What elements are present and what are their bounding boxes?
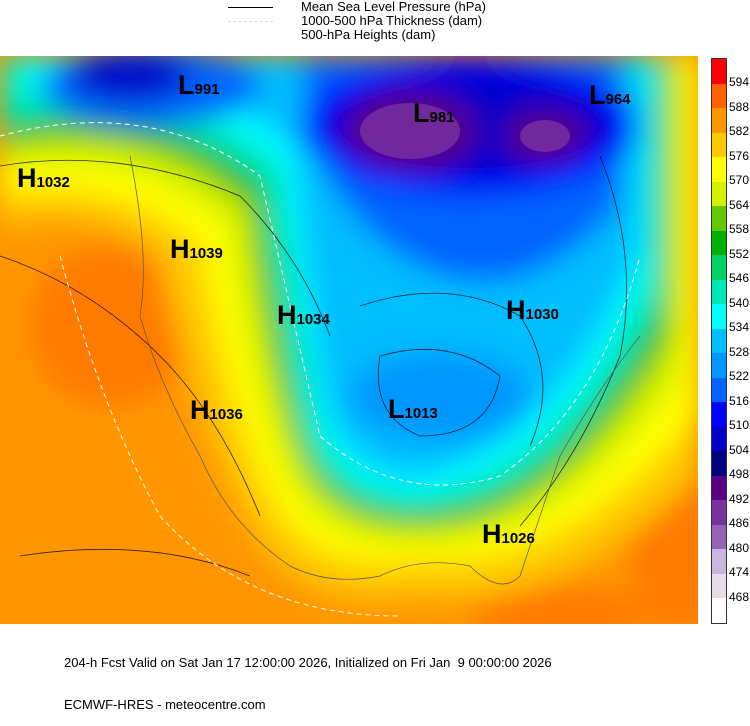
colorbar-swatch <box>712 59 726 84</box>
high-pressure-center: H1039 <box>170 234 223 264</box>
isobars <box>0 155 628 577</box>
colorbar-swatch <box>712 328 726 353</box>
colorbar-swatch <box>712 132 726 157</box>
colorbar-swatch <box>712 451 726 476</box>
legend-item-thickness: 1000-500 hPa Thickness (dam) <box>228 14 486 28</box>
colorbar-level-label: 540 <box>729 295 750 310</box>
colorbar-swatch <box>712 279 726 304</box>
colorbar <box>711 58 727 624</box>
colorbar-swatch <box>712 108 726 133</box>
colorbar-level-label: 474 <box>729 565 750 579</box>
colorbar-level-label: 480 <box>729 540 750 555</box>
colorbar-level-label: 468 <box>729 589 750 604</box>
colorbar-level-label: 558 <box>729 222 750 236</box>
colorbar-level-label: 588 <box>729 99 750 114</box>
solid-line-swatch <box>228 6 273 8</box>
colorbar-level-label: 534 <box>729 320 750 334</box>
legend-label: 500-hPa Heights (dam) <box>301 27 436 42</box>
colorbar-swatch <box>712 402 726 427</box>
colorbar-level-label: 576 <box>729 148 750 163</box>
colorbar-level-label: 522 <box>729 369 750 383</box>
colorbar-level-label: 486 <box>729 516 750 530</box>
colorbar-level-label: 552 <box>729 246 750 261</box>
colorbar-swatch <box>712 500 726 525</box>
colorbar-swatch <box>712 426 726 451</box>
colorbar-level-label: 546 <box>729 271 750 285</box>
legend-item-heights: 500-hPa Heights (dam) <box>228 28 486 42</box>
model-source-text: ECMWF-HRES - meteocentre.com <box>64 697 266 712</box>
colorbar-swatch <box>712 524 726 549</box>
low-pressure-center: L964 <box>589 80 631 110</box>
low-pressure-center: L1013 <box>388 394 438 424</box>
colorbar-level-label: 582 <box>729 124 750 138</box>
high-pressure-center: H1032 <box>17 163 70 193</box>
low-pressure-center: L991 <box>178 70 220 100</box>
colorbar-level-label: 570 <box>729 173 750 187</box>
high-pressure-center: H1034 <box>277 300 330 330</box>
forecast-valid-text: 204-h Fcst Valid on Sat Jan 17 12:00:00 … <box>64 655 552 670</box>
colorbar-swatch <box>712 206 726 231</box>
low-pressure-center: L981 <box>413 98 455 128</box>
height-field <box>0 56 698 624</box>
high-pressure-center: H1036 <box>190 395 243 425</box>
colorbar-swatch <box>712 475 726 500</box>
high-pressure-center: H1030 <box>506 295 559 325</box>
colorbar-swatch <box>712 304 726 329</box>
colorbar-swatch <box>712 353 726 378</box>
legend-item-mslp: Mean Sea Level Pressure (hPa) <box>228 0 486 14</box>
colorbar-swatch <box>712 573 726 598</box>
colorbar-swatch <box>712 83 726 108</box>
colorbar-level-label: 516 <box>729 393 750 408</box>
colorbar-swatch <box>712 549 726 574</box>
colorbar-level-label: 594 <box>729 75 750 89</box>
colorbar-level-label: 528 <box>729 344 750 359</box>
thickness-lines <box>0 122 641 617</box>
high-pressure-center: H1026 <box>482 519 535 549</box>
colorbar-level-label: 564 <box>729 197 750 212</box>
forecast-map <box>0 56 698 624</box>
colorbar-swatch <box>712 377 726 402</box>
colorbar-level-label: 510 <box>729 418 750 432</box>
colorbar-swatch <box>712 181 726 206</box>
legend-label: Mean Sea Level Pressure (hPa) <box>301 0 486 14</box>
coastlines <box>129 155 641 585</box>
colorbar-level-label: 492 <box>729 491 750 506</box>
colorbar-swatch <box>712 255 726 280</box>
legend: Mean Sea Level Pressure (hPa) 1000-500 h… <box>228 0 486 42</box>
colorbar-level-label: 498 <box>729 467 750 481</box>
colorbar-labels: 594 588 582 576 570 564 558 552 546 540 534 528 522 5… <box>729 70 749 609</box>
colorbar-swatch <box>712 230 726 255</box>
colorbar-swatch <box>712 157 726 182</box>
dashed-line-swatch <box>228 20 273 22</box>
footer: 204-h Fcst Valid on Sat Jan 17 12:00:00 … <box>64 628 552 726</box>
colorbar-level-label: 504 <box>729 442 750 457</box>
legend-label: 1000-500 hPa Thickness (dam) <box>301 13 483 28</box>
colorbar-swatch <box>712 598 726 623</box>
